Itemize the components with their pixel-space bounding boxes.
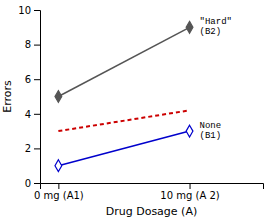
x-axis-title: Drug Dosage (A) [106,205,197,218]
x-tick-mark [58,183,59,189]
x-axis: 0 mg (A1) 10 mg (A 2) [34,183,264,201]
series-marker [186,21,193,33]
marks [55,21,193,171]
y-tick-label: 4 [25,109,31,120]
y-axis: 0 2 4 6 8 10 [18,5,40,189]
y-tick: 4 [25,109,40,120]
x-tick-label: 10 mg (A 2) [160,190,219,201]
y-tick-mark [34,79,40,80]
plot: 0 2 4 6 8 10 0 mg (A1) 10 mg (A 2) Drug Dosage (… [1,5,264,218]
y-tick: 0 [25,178,40,189]
series-marker [55,160,62,172]
y-tick: 10 [18,5,40,16]
series-label-line: (B1) [200,131,222,141]
chart-svg: 0 2 4 6 8 10 0 mg (A1) 10 mg (A 2) Drug Dosage (… [0,0,271,221]
y-tick: 8 [25,39,40,50]
series-label-line: (B2) [200,28,222,38]
series-label: "Hard"(B2) [200,18,232,38]
series-line [58,110,189,131]
series-label-line: "Hard" [200,18,232,28]
y-tick-label: 10 [18,5,31,16]
y-tick-label: 6 [25,74,31,85]
y-tick-label: 2 [25,143,31,154]
y-tick-mark [34,10,40,11]
y-axis-title: Errors [1,80,14,113]
y-tick-mark [34,183,40,184]
series-label: None(B1) [200,121,222,141]
y-tick-label: 8 [25,39,31,50]
x-tick-mark [190,183,191,189]
y-tick-mark [34,45,40,46]
y-tick-mark [34,114,40,115]
y-tick-label: 0 [25,178,31,189]
y-axis-line [34,11,41,184]
series-marker [186,125,193,137]
series-label-line: None [200,121,222,131]
x-tick-label: 0 mg (A1) [34,190,84,201]
series-marker [55,91,62,103]
series-line [58,131,189,166]
series-line [58,27,189,96]
chart-container: 0 2 4 6 8 10 0 mg (A1) 10 mg (A 2) Drug Dosage (… [0,0,271,221]
x-axis-line [41,184,264,190]
y-tick: 6 [25,74,40,85]
y-tick: 2 [25,143,40,154]
x-tick: 0 mg (A1) [34,183,84,201]
x-tick: 10 mg (A 2) [160,183,219,201]
y-tick-mark [34,148,40,149]
